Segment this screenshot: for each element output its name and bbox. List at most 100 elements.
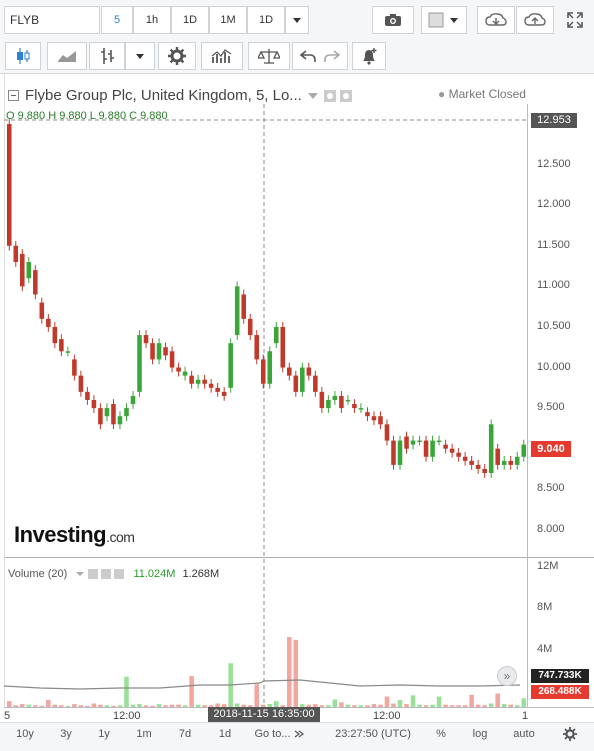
volume-bar [176,704,181,707]
eye-settings-icons[interactable] [323,89,356,102]
candlestick-icon [17,48,30,64]
interval-5-button[interactable]: 5 [101,6,133,34]
candle-body [521,444,527,457]
area-style-button[interactable] [47,42,87,70]
candle-body [202,379,207,384]
candle-body [306,367,312,376]
candle-body [404,436,409,449]
volume-bar [39,705,45,707]
candle-body [26,262,32,279]
alert-button[interactable] [352,42,386,70]
volume-ma-line [3,679,521,690]
interval-custom-button[interactable]: 1D [247,6,285,34]
candle-body [150,343,155,360]
interval-1m-button[interactable]: 1M [209,6,247,34]
interval-dropdown-button[interactable] [285,6,309,34]
chevron-down-icon[interactable] [307,92,318,99]
cloud-load-button[interactable] [477,6,515,34]
goto-button[interactable]: Go to... [251,723,307,744]
volume-value: 11.024M [133,568,176,580]
price-tick-label: 11.500 [537,238,570,251]
volume-bar [280,705,286,707]
color-picker-button[interactable] [421,6,467,34]
price-tick-label: 8.500 [537,482,565,495]
price-chart[interactable] [0,74,594,751]
crosshair-price-badge: 12.953 [531,113,577,128]
candle-body [469,460,474,465]
candle-body [33,270,38,295]
range-3y-button[interactable]: 3y [60,727,72,740]
candle-body [365,412,370,417]
redo-icon[interactable] [324,49,340,63]
chart-style-dropdown[interactable] [125,42,155,70]
time-label-end: 1 [522,710,529,722]
volume-bar [59,705,64,707]
volume-bar [397,700,403,707]
volume-tick-12m: 12M [537,560,559,572]
candle-body [293,375,299,392]
interval-1d-button[interactable]: 1D [171,6,209,34]
chevron-down-icon [136,53,144,59]
volume-bar [436,696,442,707]
time-label-noon-2: 12:00 [373,710,401,722]
investing-logo: Investing.com [14,522,135,548]
volume-label: Volume (20) [8,568,68,580]
price-tick-label: 10.000 [537,360,571,373]
volume-bar [247,705,253,707]
candle-body [247,318,253,336]
volume-bar [449,705,455,707]
candle-body [371,416,377,421]
range-10y-button[interactable]: 10y [16,727,34,740]
volume-bar [6,701,12,707]
volume-bar [345,704,351,707]
screenshot-button[interactable] [372,6,414,34]
candle-body [488,424,494,474]
collapse-icon[interactable] [8,90,19,101]
candle-body [462,456,468,461]
log-toggle[interactable]: log [472,727,488,740]
goto-icon [294,730,304,737]
range-1m-button[interactable]: 1m [136,727,152,740]
volume-bar [352,705,357,707]
undo-icon[interactable] [300,49,316,63]
volume-bar [143,705,149,707]
candle-body [410,440,416,445]
volume-bar [91,703,97,707]
candles-style-button[interactable] [5,42,41,70]
volume-bar [182,705,188,707]
candle-body [358,408,364,410]
cloud-save-button[interactable] [516,6,554,34]
last-price-badge: 9.040 [531,441,571,457]
candle-body [189,375,194,384]
candle-body [195,379,201,384]
bar-style-button[interactable] [89,42,125,70]
volume-bar [462,705,468,707]
candle-body [254,335,260,360]
candle-body [215,387,220,392]
settings-button[interactable] [158,42,196,70]
auto-toggle[interactable]: auto [513,727,535,740]
candle-body [59,339,64,352]
chart-title: Flybe Group Plc, United Kingdom, 5, Lo..… [25,87,302,104]
price-tick-label: 8.000 [537,522,565,535]
range-1y-button[interactable]: 1y [98,727,110,740]
interval-1h-button[interactable]: 1h [133,6,171,34]
range-1d-button[interactable]: 1d [218,727,232,740]
candle-body [378,416,383,425]
fullscreen-button[interactable] [560,6,590,34]
volume-bar [469,694,474,707]
volume-bar [33,705,38,707]
scroll-right-button[interactable]: » [497,666,517,686]
symbol-input[interactable]: FLYB [4,6,100,34]
range-7d-button[interactable]: 7d [178,727,192,740]
percent-toggle[interactable]: % [436,727,446,740]
volume-bar [267,704,273,707]
volume-controls-icons[interactable] [76,569,125,580]
volume-bar [78,705,84,707]
indicators-button[interactable] [201,42,243,70]
goto-label: Go to... [254,727,291,740]
candle-body [280,326,286,368]
candle-body [482,468,487,474]
compare-button[interactable] [248,42,290,70]
axis-settings-button[interactable] [558,723,582,744]
